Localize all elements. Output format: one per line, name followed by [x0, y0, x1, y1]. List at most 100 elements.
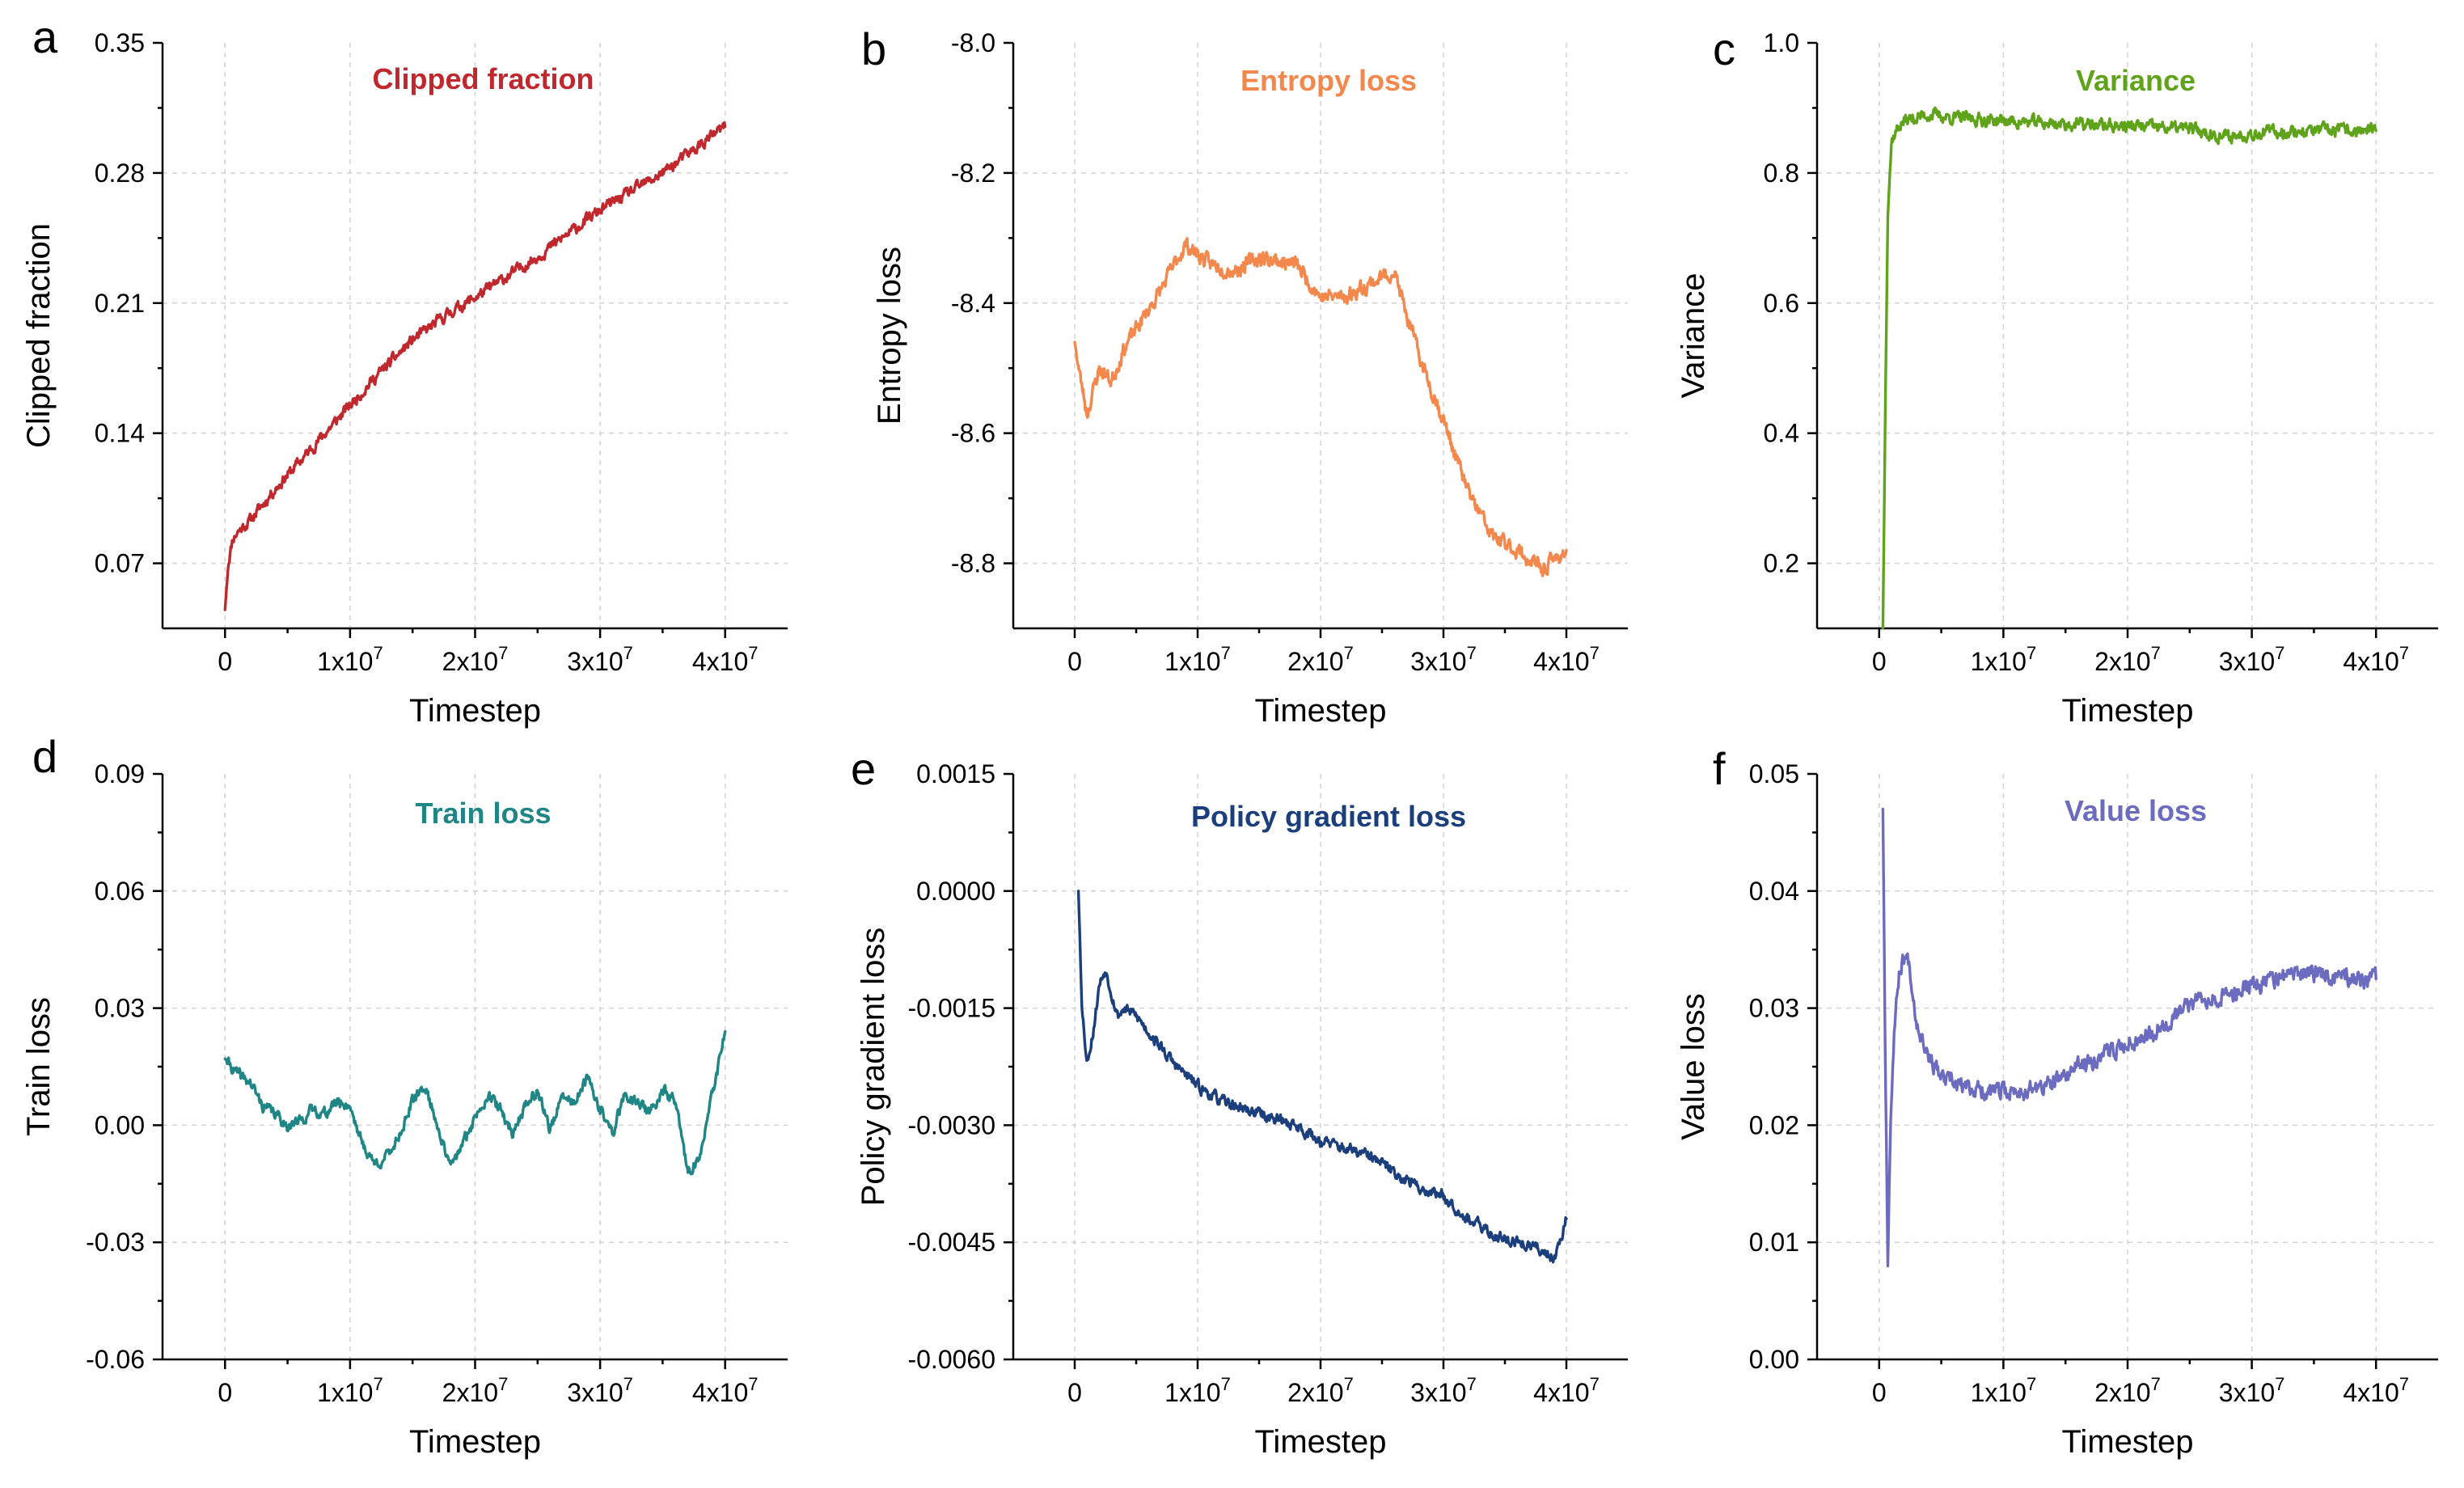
panel-e: -0.0060 -0.0045 -0.0030 -0.0015 0.0000 0.0015…	[851, 743, 1628, 1460]
x-tick-label-base: 0	[218, 647, 232, 676]
x-axis-title: Timestep	[1254, 693, 1386, 729]
y-tick-label: -8.0	[951, 28, 995, 57]
panel-letter: b	[861, 23, 886, 74]
y-tick-label: 0.07	[95, 549, 145, 578]
x-tick-label: 2x107	[442, 643, 509, 676]
y-tick-label: -0.0030	[907, 1110, 995, 1139]
x-tick-label-exponent: 7	[1590, 1374, 1600, 1394]
x-tick-label-exponent: 7	[623, 643, 633, 663]
y-tick-label: 0.8	[1764, 159, 1799, 188]
x-tick-label: 3x107	[567, 1374, 633, 1407]
x-tick-label-exponent: 7	[1344, 643, 1354, 663]
x-tick-label-base: 1x10	[1164, 647, 1220, 676]
y-tick-label: -8.4	[951, 289, 995, 318]
series-line-f	[1881, 807, 2377, 1268]
x-tick-label-base: 4x10	[2343, 647, 2398, 676]
x-tick-label-base: 3x10	[567, 1378, 623, 1407]
x-axis-title: Timestep	[2061, 1424, 2193, 1460]
x-tick-label-exponent: 7	[2399, 1374, 2409, 1394]
series-line-c	[1881, 106, 2377, 630]
x-tick-label: 3x107	[1410, 643, 1477, 676]
x-tick-label: 3x107	[1410, 1374, 1477, 1407]
y-tick-label: 0.35	[95, 28, 145, 57]
x-tick-label: 1x107	[1164, 1374, 1231, 1407]
x-tick-label-base: 2x10	[2094, 647, 2150, 676]
x-tick-label-base: 0	[1872, 647, 1887, 676]
x-tick-label-base: 3x10	[567, 647, 623, 676]
y-tick-label: 0.03	[1749, 994, 1799, 1023]
y-tick-label: 0.0000	[916, 877, 995, 906]
x-tick-label-base: 1x10	[1971, 1378, 2027, 1407]
x-tick-label: 0	[1872, 647, 1887, 676]
chart-title: Entropy loss	[1240, 64, 1417, 97]
x-axis-title: Timestep	[409, 1424, 541, 1460]
x-tick-label-base: 4x10	[1533, 1378, 1589, 1407]
y-axis-title: Policy gradient loss	[856, 928, 891, 1207]
x-tick-label-exponent: 7	[2151, 1374, 2161, 1394]
x-tick-label-base: 2x10	[1287, 647, 1343, 676]
x-tick-label-base: 1x10	[1164, 1378, 1220, 1407]
x-tick-label-base: 2x10	[442, 647, 498, 676]
y-tick-label: -8.6	[951, 419, 995, 448]
x-tick-label-exponent: 7	[2027, 643, 2036, 663]
y-tick-label: -0.0060	[907, 1345, 995, 1374]
x-tick-label-exponent: 7	[748, 1374, 758, 1394]
chart-title: Policy gradient loss	[1191, 800, 1466, 833]
y-tick-label: 0.28	[95, 159, 145, 188]
x-tick-label-base: 0	[1067, 647, 1082, 676]
y-tick-label: 0.03	[95, 994, 145, 1023]
x-tick-label: 1x107	[1164, 643, 1231, 676]
x-tick-label: 2x107	[442, 1374, 509, 1407]
x-tick-label-base: 2x10	[1287, 1378, 1343, 1407]
x-tick-label: 4x107	[692, 1374, 759, 1407]
x-tick-label: 4x107	[1533, 643, 1600, 676]
y-axis-title: Train loss	[21, 997, 57, 1136]
x-tick-label-exponent: 7	[498, 1374, 508, 1394]
x-tick-label-base: 1x10	[317, 1378, 373, 1407]
x-tick-label: 3x107	[2219, 643, 2285, 676]
x-tick-label-exponent: 7	[1221, 643, 1231, 663]
panel-letter: c	[1713, 23, 1735, 74]
y-axis-title: Value loss	[1676, 993, 1711, 1140]
y-tick-label: -0.06	[86, 1345, 145, 1374]
y-axis-title: Entropy loss	[872, 247, 907, 425]
y-tick-label: 1.0	[1764, 28, 1799, 57]
y-tick-label: 0.02	[1749, 1110, 1799, 1139]
x-axis-title: Timestep	[409, 693, 541, 729]
x-tick-label-exponent: 7	[2027, 1374, 2036, 1394]
y-tick-label: -8.2	[951, 159, 995, 188]
x-tick-label-exponent: 7	[1467, 1374, 1477, 1394]
y-tick-label: 0.6	[1764, 289, 1799, 318]
y-tick-label: -8.8	[951, 549, 995, 578]
panel-f: 0.000.010.020.030.040.050 1x107 2x107 3x107…	[1676, 743, 2438, 1460]
x-tick-label: 0	[1067, 1378, 1082, 1407]
panel-letter: a	[32, 11, 58, 62]
x-tick-label-exponent: 7	[2399, 643, 2409, 663]
x-tick-label-exponent: 7	[1344, 1374, 1354, 1394]
chart-title: Value loss	[2065, 794, 2207, 827]
x-tick-label-base: 4x10	[692, 1378, 748, 1407]
y-tick-label: 0.05	[1749, 759, 1799, 788]
x-tick-label-base: 0	[1067, 1378, 1082, 1407]
y-tick-label: 0.06	[95, 877, 145, 906]
panel-letter: d	[32, 731, 57, 782]
x-tick-label-exponent: 7	[1221, 1374, 1231, 1394]
x-tick-label-exponent: 7	[2275, 643, 2284, 663]
x-tick-label: 0	[1872, 1378, 1887, 1407]
y-tick-label: -0.0015	[907, 994, 995, 1023]
x-tick-label-base: 3x10	[2219, 647, 2275, 676]
x-tick-label: 0	[218, 647, 232, 676]
y-tick-label: 0.09	[95, 759, 145, 788]
x-tick-label: 1x107	[317, 643, 383, 676]
x-tick-label-base: 3x10	[2219, 1378, 2275, 1407]
x-tick-label-base: 1x10	[1971, 647, 2027, 676]
x-tick-label: 1x107	[1971, 1374, 2037, 1407]
series-line-b	[1073, 237, 1568, 577]
x-tick-label-exponent: 7	[498, 643, 508, 663]
x-tick-label-base: 4x10	[692, 647, 748, 676]
chart-title: Variance	[2076, 64, 2196, 97]
x-tick-label-exponent: 7	[1467, 643, 1477, 663]
y-tick-label: -0.0045	[907, 1228, 995, 1257]
series-line-e	[1076, 890, 1568, 1264]
